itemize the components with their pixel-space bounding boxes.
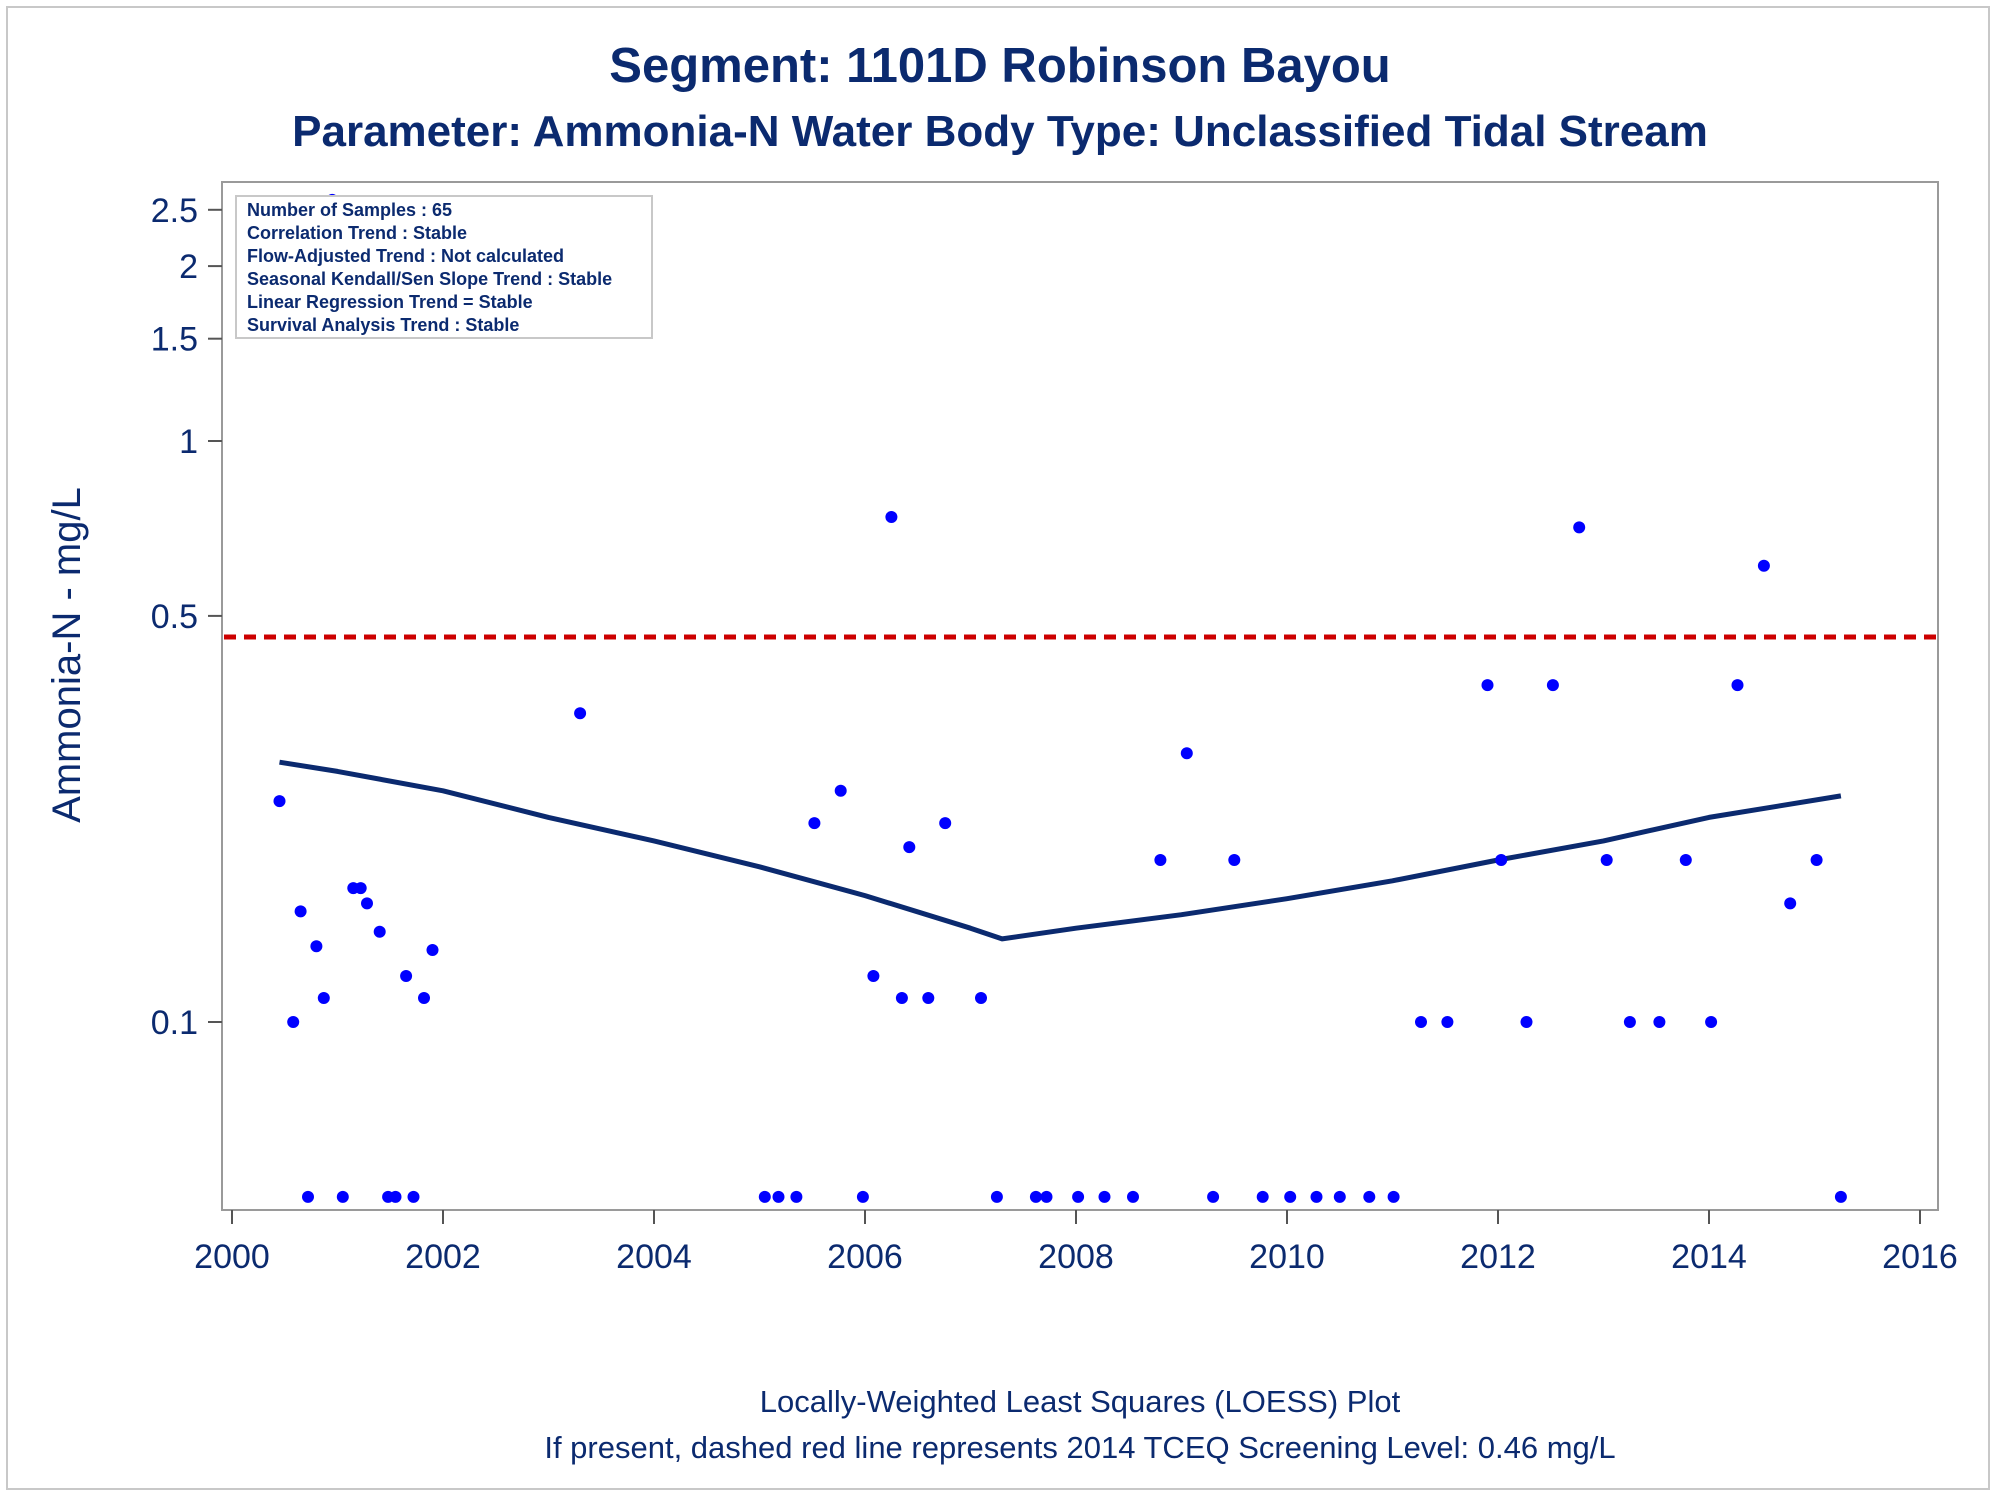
y-tick-label: 0.1: [151, 1004, 198, 1042]
data-point: [1679, 854, 1692, 866]
stats-line-3: Flow-Adjusted Trend : Not calculated: [247, 246, 564, 266]
stats-line-2: Correlation Trend : Stable: [247, 223, 467, 243]
data-point: [294, 905, 307, 918]
data-point: [1623, 1016, 1636, 1028]
x-tick-label: 2006: [827, 1238, 903, 1276]
data-point: [1072, 1190, 1085, 1203]
data-point: [834, 784, 847, 797]
data-point: [373, 925, 386, 938]
sample-points: [273, 193, 1847, 1203]
data-point: [758, 1190, 771, 1203]
data-point: [302, 1190, 314, 1203]
x-tick-label: 2010: [1249, 1238, 1325, 1276]
chart-title: Segment: 1101D Robinson Bayou: [609, 39, 1390, 93]
data-point: [336, 1190, 349, 1203]
y-tick-label: 1.5: [151, 321, 198, 359]
data-point: [1810, 854, 1823, 866]
plot-area: [221, 181, 1939, 1211]
data-point: [1546, 679, 1559, 692]
x-axis: 2000 2002 2004 2006 2008 2010 2012 2014 2016: [194, 1210, 1958, 1276]
data-point: [895, 992, 908, 1004]
data-point: [1154, 854, 1167, 866]
loess-line: [279, 759, 1842, 942]
data-point: [772, 1190, 785, 1203]
x-tick-label: 2004: [616, 1238, 692, 1276]
data-point: [1127, 1190, 1139, 1203]
data-point: [1834, 1190, 1847, 1203]
data-point: [1495, 854, 1508, 866]
y-tick-label: 2: [179, 248, 198, 286]
data-point: [354, 882, 367, 895]
data-point: [1310, 1190, 1323, 1203]
data-point: [1757, 559, 1770, 572]
data-point: [400, 970, 413, 982]
data-point: [1029, 1190, 1042, 1203]
data-point: [1653, 1016, 1666, 1028]
data-point: [310, 940, 323, 953]
data-point: [418, 992, 430, 1004]
data-point: [885, 511, 898, 523]
footnote-line-2: If present, dashed red line represents 2…: [544, 1430, 1615, 1465]
data-point: [856, 1190, 869, 1203]
stats-line-4: Seasonal Kendall/Sen Slope Trend : Stabl…: [247, 269, 612, 289]
data-point: [317, 992, 330, 1004]
data-point: [361, 897, 373, 910]
loess-layer: [279, 759, 1842, 942]
data-point: [939, 817, 952, 830]
data-point: [903, 841, 916, 854]
data-point: [1441, 1016, 1454, 1028]
data-point: [287, 1016, 300, 1028]
y-tick-label: 0.5: [151, 598, 198, 636]
x-tick-label: 2002: [405, 1238, 481, 1276]
data-point: [1784, 897, 1797, 910]
stats-line-5: Linear Regression Trend = Stable: [247, 292, 533, 312]
x-tick-label: 2012: [1460, 1238, 1536, 1276]
x-tick-label: 2014: [1671, 1238, 1747, 1276]
data-point: [1040, 1190, 1053, 1203]
data-point: [1363, 1190, 1376, 1203]
data-point: [1228, 854, 1241, 866]
data-point: [922, 992, 935, 1004]
data-point: [426, 944, 439, 956]
chart-frame: [6, 6, 1990, 1490]
data-point: [1387, 1190, 1400, 1203]
stats-line-6: Survival Analysis Trend : Stable: [247, 315, 519, 335]
y-tick-label: 2.5: [151, 192, 198, 230]
footnote-line-1: Locally-Weighted Least Squares (LOESS) P…: [760, 1384, 1401, 1419]
data-point: [1256, 1190, 1269, 1203]
data-point: [1600, 854, 1613, 866]
x-tick-label: 2016: [1882, 1238, 1958, 1276]
data-point: [1284, 1190, 1297, 1203]
stats-legend-box: Number of Samples : 65 Correlation Trend…: [235, 195, 653, 339]
y-axis: 0.1 0.5 1 1.5 2 2.5: [151, 192, 222, 1042]
x-tick-label: 2008: [1038, 1238, 1114, 1276]
data-point: [273, 795, 286, 808]
stats-line-1: Number of Samples : 65: [247, 200, 452, 220]
data-point: [867, 970, 880, 982]
data-point: [574, 707, 587, 720]
data-point: [975, 992, 987, 1004]
data-point: [790, 1190, 803, 1203]
data-point: [1180, 747, 1193, 760]
data-point: [1481, 679, 1494, 692]
data-point: [1573, 521, 1586, 534]
chart-subtitle: Parameter: Ammonia-N Water Body Type: Un…: [292, 107, 1708, 156]
x-tick-label: 2000: [194, 1238, 270, 1276]
y-axis-title: Ammonia-N - mg/L: [45, 487, 89, 823]
data-point: [1207, 1190, 1220, 1203]
stats-legend-frame: [235, 195, 653, 339]
data-point: [407, 1190, 420, 1203]
data-point: [1705, 1016, 1718, 1028]
data-point: [1098, 1190, 1111, 1203]
data-point: [1520, 1016, 1533, 1028]
data-point: [1333, 1190, 1346, 1203]
data-point: [1731, 679, 1744, 692]
data-point: [808, 817, 821, 830]
y-tick-label: 1: [179, 423, 198, 461]
data-point: [990, 1190, 1003, 1203]
data-point: [1415, 1016, 1427, 1028]
data-point: [389, 1190, 402, 1203]
